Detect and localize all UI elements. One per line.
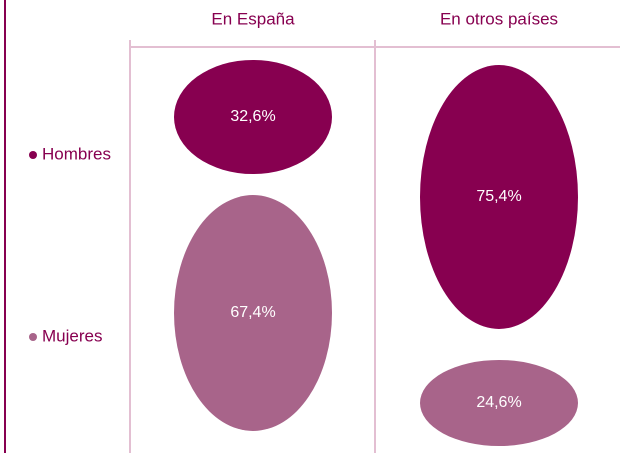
value-label: 75,4% xyxy=(476,188,521,205)
column-header: En otros países xyxy=(440,9,558,28)
value-label: 67,4% xyxy=(230,304,275,321)
bubble xyxy=(174,195,332,431)
legend-label: Hombres xyxy=(42,144,111,163)
bubble xyxy=(420,65,578,329)
legend-dot xyxy=(29,151,37,159)
legend-dot xyxy=(29,333,37,341)
bubble xyxy=(174,59,332,175)
legend-label: Mujeres xyxy=(42,326,102,345)
column-header: En España xyxy=(211,9,295,28)
value-label: 32,6% xyxy=(230,108,275,125)
bubble xyxy=(420,359,578,447)
value-label: 24,6% xyxy=(476,394,521,411)
